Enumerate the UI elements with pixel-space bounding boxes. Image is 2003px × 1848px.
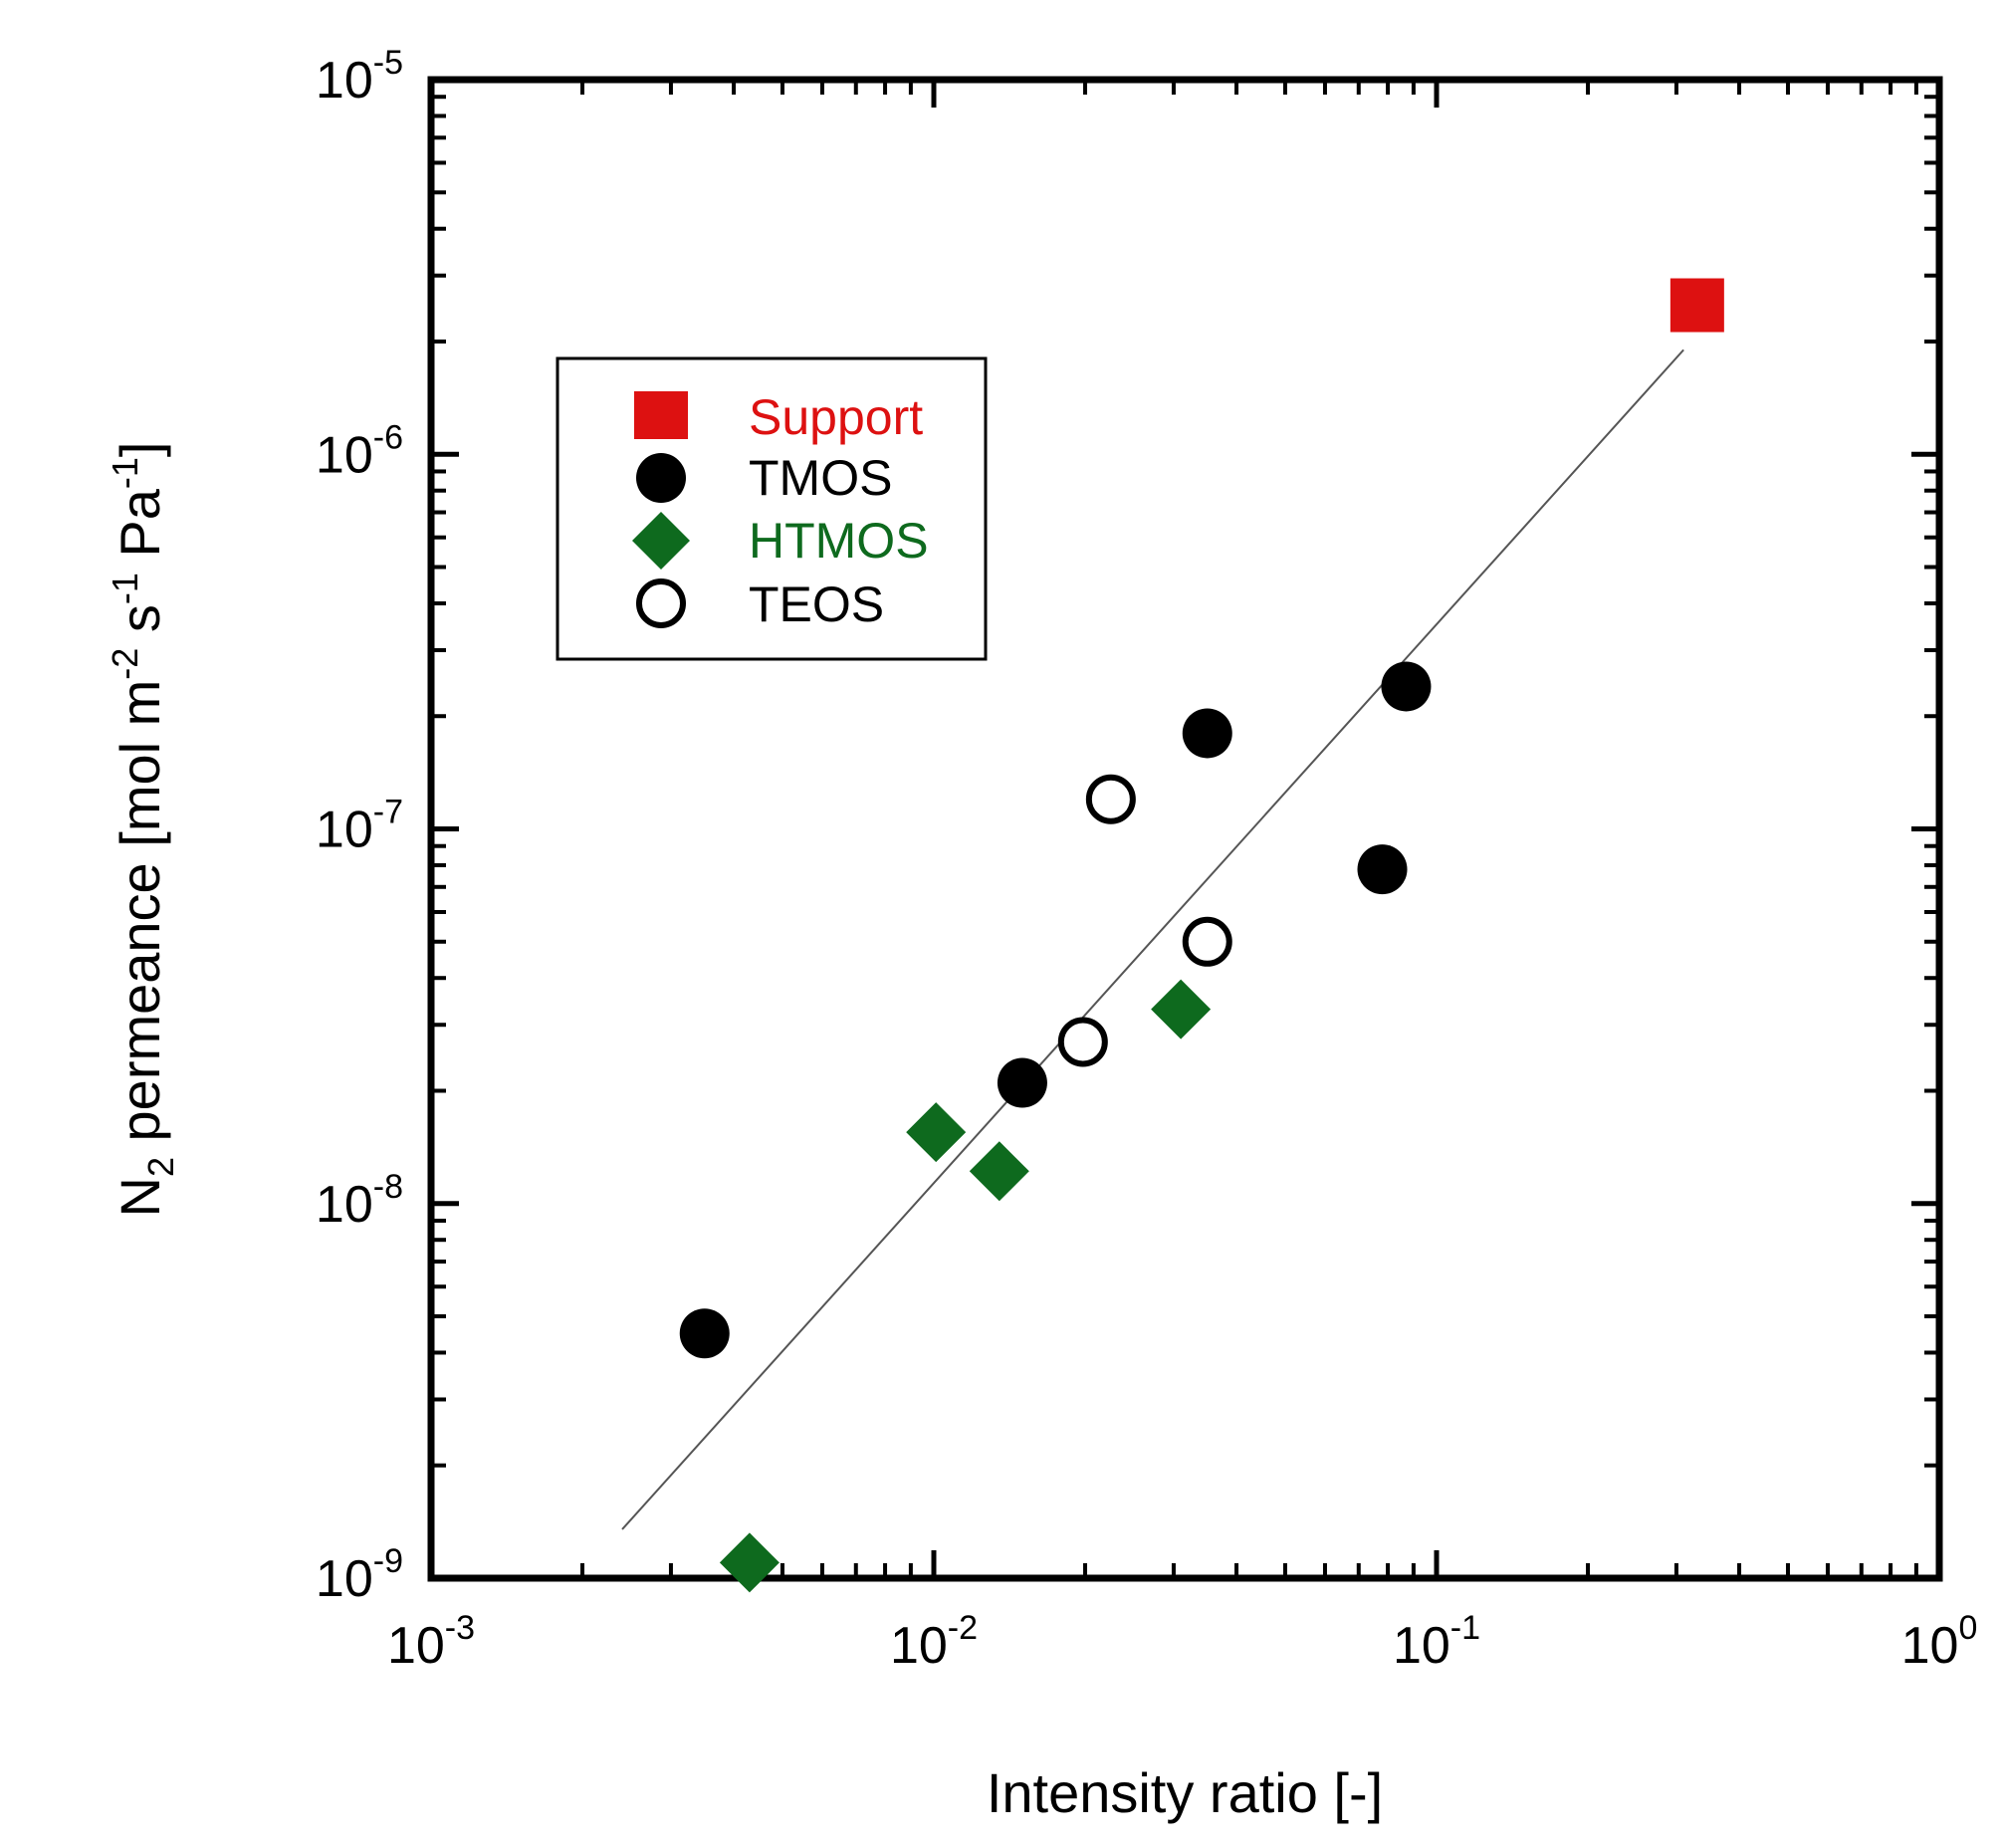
- y-tick-label: 10-8: [316, 1168, 403, 1234]
- y-axis-title: N2 permeance [mol m-2 s-1 Pa-1]: [105, 442, 181, 1218]
- y-tick-labels: 10-9 10-8 10-7 10-6 10-5: [316, 44, 403, 1608]
- x-tick-labels: 10-3 10-2 10-1 100: [387, 1609, 1977, 1675]
- point-teos: [1057, 1017, 1108, 1067]
- y-tick-label: 10-9: [316, 1542, 403, 1608]
- y-tick-label: 10-5: [316, 44, 403, 110]
- point-htmos: [906, 1102, 967, 1163]
- point-tmos: [679, 1308, 730, 1359]
- legend-box: [556, 356, 988, 661]
- fit-line: [621, 348, 1684, 1530]
- x-tick-label: 100: [1901, 1609, 1978, 1675]
- point-htmos: [719, 1532, 779, 1593]
- point-tmos: [1182, 708, 1232, 759]
- y-tick-label: 10-6: [316, 418, 403, 484]
- legend-marker-tmos: [636, 453, 686, 503]
- legend-label-htmos: HTMOS: [749, 513, 929, 569]
- point-htmos: [1151, 979, 1212, 1040]
- point-htmos: [969, 1141, 1029, 1202]
- legend-label-support: Support: [749, 389, 923, 445]
- point-support: [1669, 278, 1724, 333]
- point-tmos: [997, 1057, 1047, 1108]
- legend-marker-support: [634, 391, 688, 439]
- plot-frame: [427, 76, 1943, 1582]
- x-tick-label: 10-1: [1393, 1609, 1480, 1675]
- point-teos: [1182, 916, 1232, 967]
- fit-line-group: [621, 348, 1684, 1530]
- legend-marker-htmos: [632, 512, 690, 570]
- point-tmos: [1357, 844, 1408, 895]
- x-tick-label: 10-2: [890, 1609, 978, 1675]
- legend-marker-teos: [636, 578, 686, 628]
- legend: Support TMOS HTMOS TEOS: [556, 356, 988, 661]
- data-points: [679, 278, 1724, 1593]
- x-tick-label: 10-3: [387, 1609, 475, 1675]
- point-tmos: [1381, 661, 1432, 712]
- legend-label-tmos: TMOS: [749, 450, 892, 506]
- point-teos: [1085, 774, 1136, 824]
- legend-label-teos: TEOS: [749, 577, 884, 632]
- x-axis-title: Intensity ratio [-]: [987, 1761, 1383, 1824]
- y-tick-label: 10-7: [316, 794, 403, 859]
